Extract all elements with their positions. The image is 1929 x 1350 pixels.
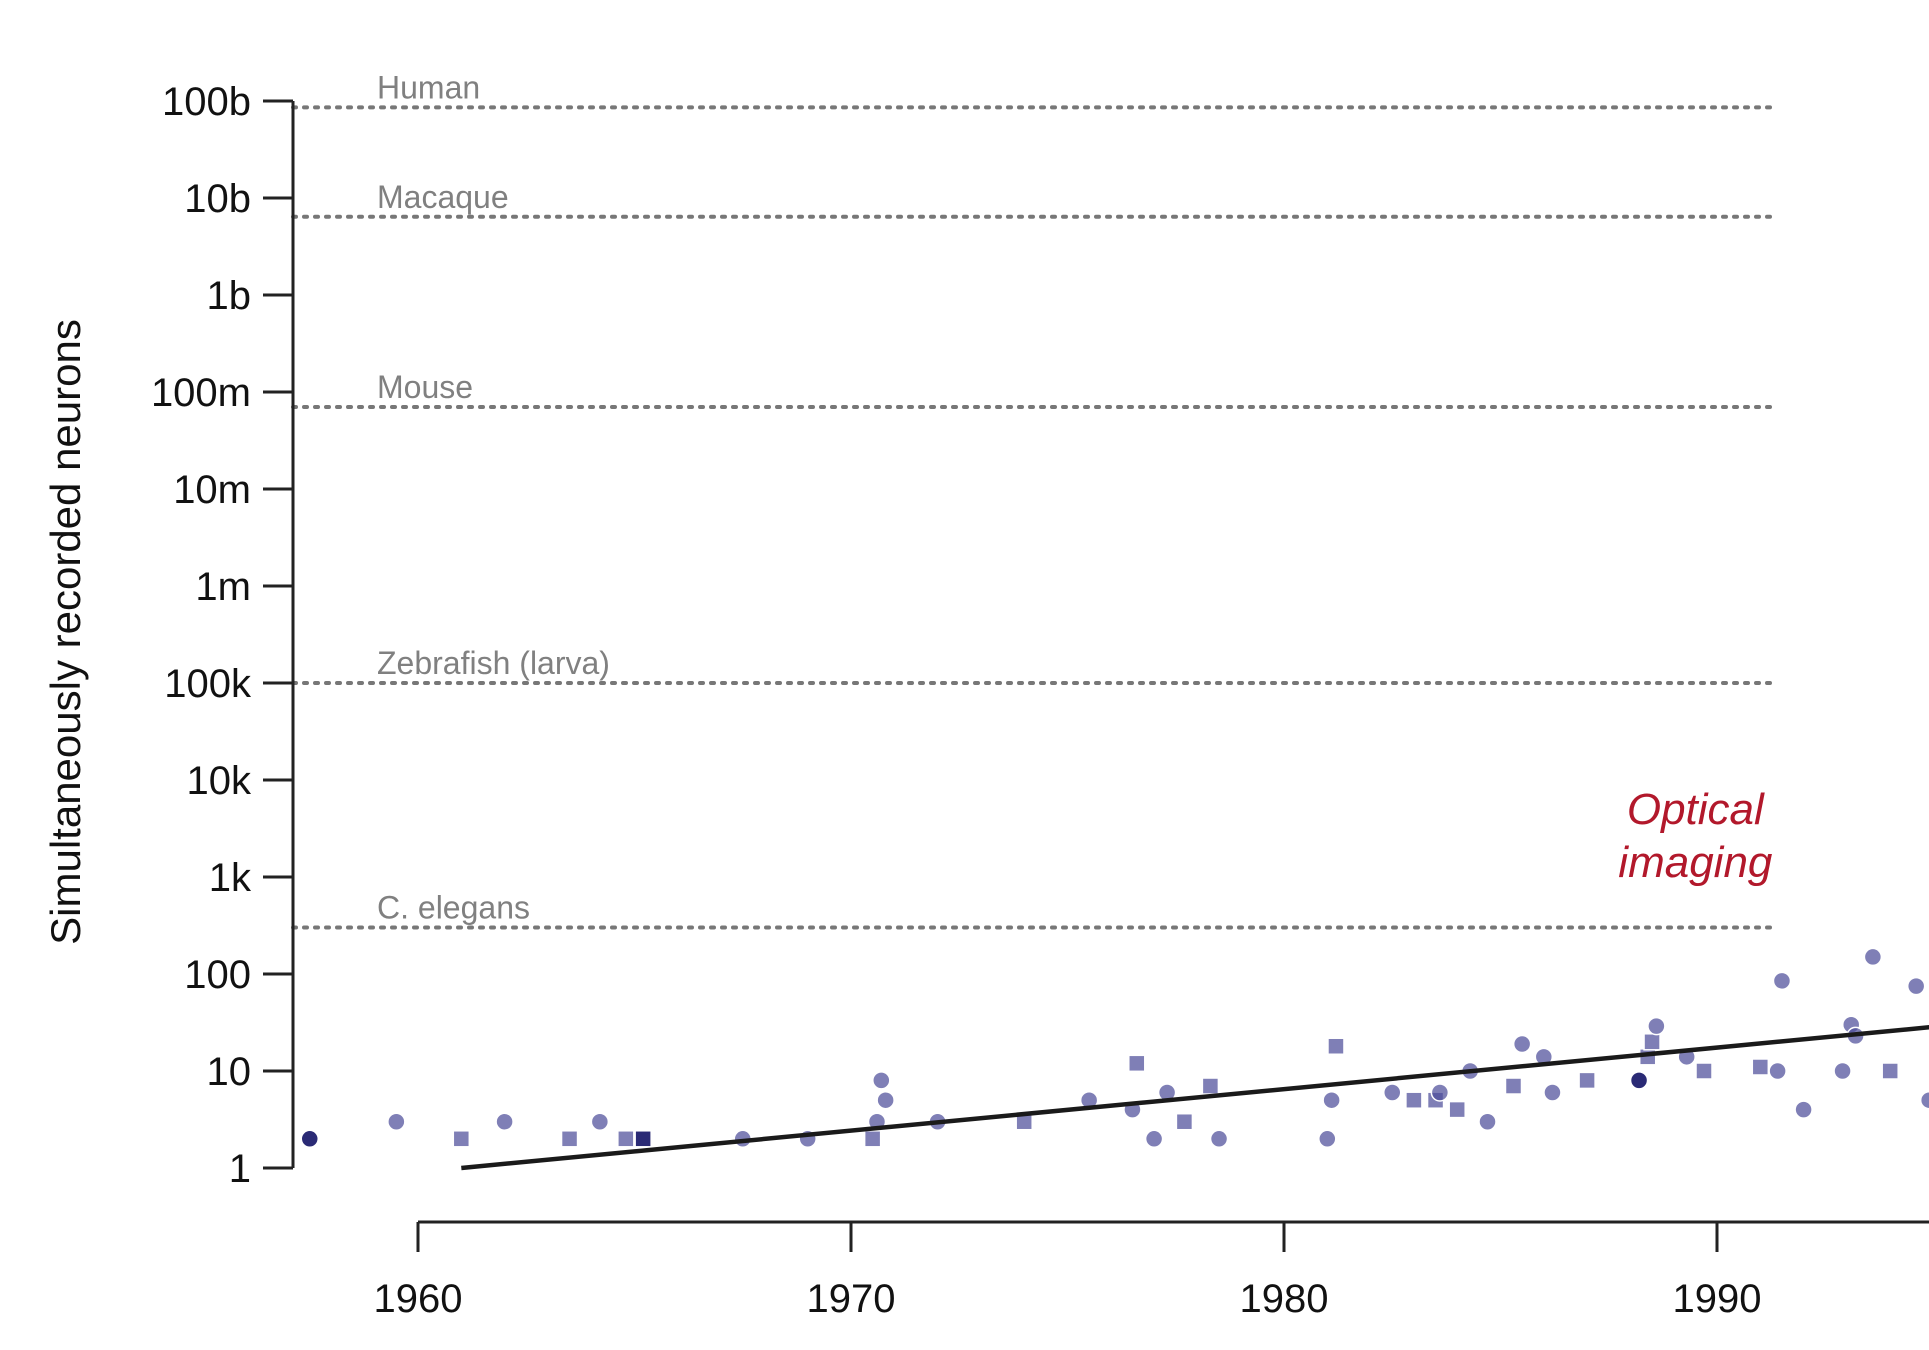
electrophysiology-point <box>634 1130 652 1148</box>
electrophysiology-point <box>1543 1083 1562 1102</box>
electrophysiology-point <box>1643 1033 1661 1051</box>
y-tick-label: 100b <box>162 80 251 124</box>
y-tick-label: 10m <box>173 468 251 512</box>
y-tick-label: 1 <box>229 1147 251 1191</box>
electrophysiology-point <box>1863 947 1883 967</box>
reference-lines: Human Macaque Mouse Zebrafish (larva) C. ele… <box>291 69 1780 930</box>
electrophysiology-point <box>1144 1129 1164 1149</box>
electrophysiology-point <box>1430 1083 1450 1102</box>
electrophysiology-point <box>1919 1090 1929 1110</box>
reference-label: Zebrafish (larva) <box>377 645 610 681</box>
electrophysiology-point <box>1647 1016 1666 1036</box>
electrophysiology-point <box>560 1130 579 1148</box>
electrophysiology-point <box>1322 1090 1341 1110</box>
y-tick-label: 100m <box>151 371 251 415</box>
x-tick-label: 1990 <box>1673 1277 1762 1321</box>
y-tick-label: 10k <box>187 759 252 803</box>
electrophysiology-point <box>1504 1077 1523 1095</box>
x-tick-label: 1960 <box>374 1277 463 1321</box>
electrophysiology-point <box>1512 1034 1532 1054</box>
y-tick-label: 100k <box>164 662 252 706</box>
optical-imaging-label: Optical imaging <box>1618 785 1773 887</box>
trend-line-solid <box>461 1025 1929 1171</box>
y-axis-label: Simultaneously recorded neurons <box>42 319 89 945</box>
electrophysiology-point <box>1751 1058 1770 1076</box>
electrophysiology-point <box>1201 1077 1220 1095</box>
reference-label: Human <box>377 69 480 105</box>
electrophysiology-point <box>387 1112 406 1131</box>
electrophysiology-point <box>1881 1062 1899 1080</box>
data-points <box>300 947 1929 1149</box>
y-tick-label: 1b <box>207 274 252 318</box>
y-tick-label: 1m <box>195 565 251 609</box>
x-tick-label: 1970 <box>807 1277 896 1321</box>
reference-label: C. elegans <box>377 889 530 925</box>
electrophysiology-point <box>1327 1037 1345 1055</box>
optical-imaging-label-line: Optical <box>1627 785 1765 834</box>
electrophysiology-point <box>1768 1061 1787 1081</box>
electrophysiology-point <box>1448 1100 1466 1119</box>
electrophysiology-point <box>1794 1100 1813 1119</box>
electrophysiology-point <box>1128 1054 1146 1073</box>
annotations: Simultaneously recorded neurons Optical i… <box>42 319 1773 945</box>
electrophysiology-point <box>1405 1091 1423 1109</box>
optical-imaging-label-line: imaging <box>1618 838 1773 887</box>
electrophysiology-point <box>1383 1083 1402 1102</box>
y-tick-label: 10 <box>207 1050 252 1094</box>
trend-lines <box>461 1025 1929 1171</box>
axes: 1 10 100 1k 10k 100k 1m 10m 100m 1b 10b 100b 1960 197… <box>151 80 1929 1321</box>
electrophysiology-point <box>1695 1062 1713 1080</box>
electrophysiology-point <box>1318 1129 1337 1149</box>
electrophysiology-point <box>1772 971 1792 991</box>
reference-label: Macaque <box>377 179 509 215</box>
electrophysiology-point <box>300 1129 319 1149</box>
reference-label: Mouse <box>377 369 473 405</box>
electrophysiology-point <box>1578 1071 1596 1090</box>
electrophysiology-point <box>1478 1112 1497 1131</box>
electrophysiology-point <box>495 1112 514 1131</box>
electrophysiology-point <box>1629 1071 1649 1090</box>
electrophysiology-point <box>1906 976 1926 996</box>
electrophysiology-point <box>1833 1061 1852 1081</box>
electrophysiology-point <box>872 1071 891 1090</box>
electrophysiology-point <box>590 1112 610 1131</box>
y-tick-label: 1k <box>209 856 252 900</box>
electrophysiology-point <box>452 1130 471 1148</box>
electrophysiology-point <box>863 1130 882 1148</box>
electrophysiology-point <box>617 1130 635 1148</box>
x-tick-label: 1980 <box>1240 1277 1329 1321</box>
y-tick-label: 100 <box>184 953 251 997</box>
electrophysiology-point <box>1175 1112 1194 1131</box>
electrophysiology-point <box>1209 1129 1229 1149</box>
y-tick-label: 10b <box>184 177 251 221</box>
electrophysiology-point <box>876 1090 895 1110</box>
